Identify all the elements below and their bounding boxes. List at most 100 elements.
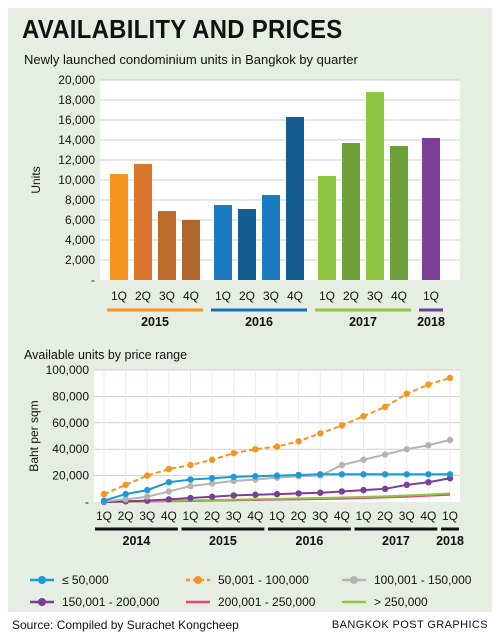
infographic-panel: AVAILABILITY AND PRICES Newly launched c… [8,8,492,612]
legend-label-1: 50,001 - 100,000 [218,573,309,587]
legend-label-0: ≤ 50,000 [62,573,109,587]
series-line-1 [103,376,451,495]
series-point-1 [208,456,216,463]
line-plot-area [94,370,460,502]
series-point-2 [381,451,389,458]
line-x-tick-label: 2Q [291,509,307,523]
line-y-tick-label: 20,000 [52,469,89,483]
bar-y-tick-label: 6,000 [65,213,95,227]
bar-x-tick-label: 2Q [239,289,255,303]
footer-source: Source: Compiled by Surachet Kongcheep [12,618,239,632]
series-point-1 [425,381,432,388]
line-x-tick-label: 1Q [182,509,198,523]
series-point-0 [100,497,108,504]
line-x-tick-label: 3Q [139,509,155,523]
series-point-3 [230,492,237,499]
series-point-1 [381,403,389,411]
line-y-tick-label: 80,000 [52,389,89,403]
bar-y-tick-label: 10,000 [58,173,95,187]
series-point-0 [144,486,151,494]
series-point-2 [295,473,302,480]
series-point-3 [360,486,367,494]
legend-marker-2 [350,576,358,584]
line-chart-title: Available units by price range [24,348,188,362]
series-point-0 [295,471,302,479]
series-point-1 [338,422,346,429]
series-point-1 [446,374,454,382]
series-point-0 [208,475,216,482]
bar-2017-4Q [390,146,408,280]
bar-y-tick-label: 20,000 [58,73,95,87]
series-point-2 [273,474,281,481]
headline: AVAILABILITY AND PRICES [22,14,343,44]
series-line-5 [103,492,451,503]
line-x-tick-label: 2Q [204,509,220,523]
series-point-1 [100,490,108,498]
line-year-label-2016: 2016 [296,534,324,548]
line-x-tick-label: 3Q [312,509,328,523]
bar-y-tick-label: 14,000 [58,133,95,147]
line-year-label-2018: 2018 [436,534,464,548]
legend-label-5: > 250,000 [374,595,428,609]
line-x-tick-label: 3Q [399,509,415,523]
line-year-label-2014: 2014 [123,534,151,548]
bar-x-tick-label: 3Q [263,289,279,303]
year-label-2017: 2017 [349,315,377,329]
series-point-0 [230,473,237,481]
bar-2015-1Q [110,174,128,280]
bar-x-tick-label: 3Q [159,289,175,303]
bar-chart: - 2,000 4,000 6,000 8,000 10,000 12,000 14,000 1… [29,73,460,329]
series-point-3 [338,488,346,495]
series-point-1 [230,449,237,457]
series-point-3 [425,479,432,486]
series-point-1 [144,472,151,479]
line-x-tick-label: 1Q [96,509,112,523]
series-point-2 [144,493,151,500]
series-point-2 [446,436,454,444]
series-point-1 [122,481,129,489]
bar-x-tick-label: 3Q [367,289,383,303]
line-year-label-2017: 2017 [382,534,410,548]
series-point-2 [252,476,259,483]
series-point-0 [165,479,173,486]
series-point-3 [100,498,108,506]
bar-chart-title: Newly launched condominium units in Bang… [24,52,358,67]
bar-2016-2Q [238,209,256,280]
series-point-3 [403,481,410,489]
series-point-3 [381,485,389,492]
line-x-tick-label: 1Q [355,509,371,523]
series-point-0 [187,476,194,483]
series-point-1 [403,390,410,397]
bar-2017-1Q [318,176,336,280]
series-point-3 [317,489,324,496]
series-point-3 [144,497,151,504]
series-point-2 [165,488,173,495]
bar-2017-2Q [342,143,360,280]
series-point-0 [338,471,346,478]
year-label-2018: 2018 [417,315,445,329]
line-x-tick-label: 2Q [377,509,393,523]
series-point-0 [381,471,389,478]
series-point-1 [187,461,194,469]
series-line-3 [103,477,451,503]
series-point-0 [252,473,259,480]
line-x-tick-label: 1Q [269,509,285,523]
line-y-tick-label: 40,000 [52,442,89,456]
bar-x-tick-label: 4Q [287,289,303,303]
series-point-3 [295,490,302,497]
bar-y-tick-label: 8,000 [65,193,95,207]
bar-y-axis-label: Units [29,166,43,193]
series-point-3 [187,494,194,502]
series-point-3 [122,498,129,505]
series-point-0 [403,471,410,478]
bar-y-tick-label: 2,000 [65,253,95,267]
series-point-2 [360,456,367,463]
series-point-2 [230,477,237,485]
year-label-2016: 2016 [245,315,273,329]
legend-label-4: 200,001 - 250,000 [218,595,316,609]
bar-x-tick-label: 2Q [135,289,151,303]
bar-2015-2Q [134,164,152,280]
legend-marker-1 [194,576,202,584]
legend-marker-3 [38,598,46,606]
